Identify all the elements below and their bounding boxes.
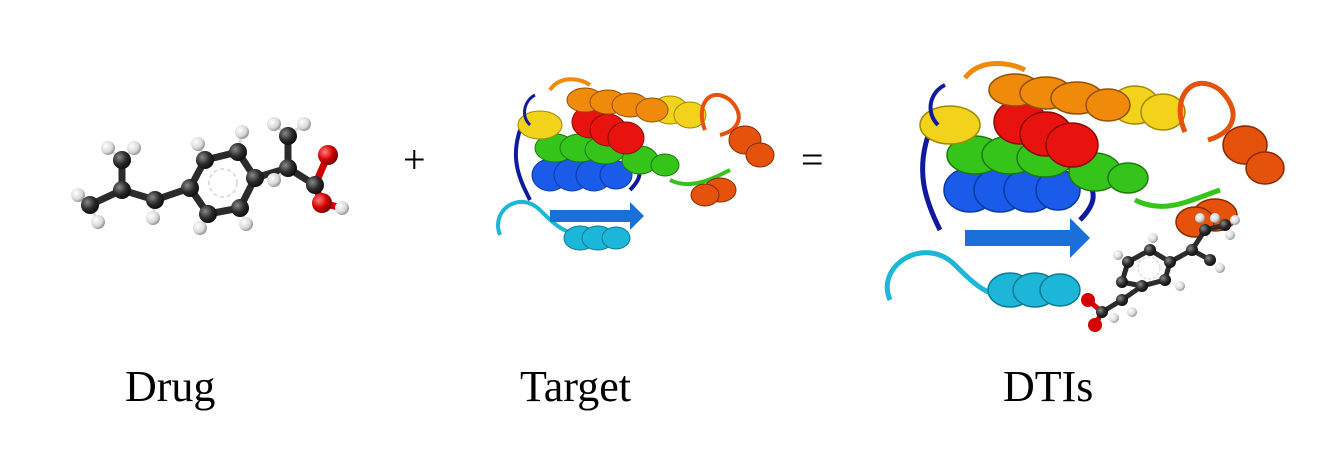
target-protein-illustration bbox=[496, 77, 775, 251]
dti-complex-illustration bbox=[885, 60, 1285, 332]
target-label: Target bbox=[520, 362, 631, 411]
drug-label: Drug bbox=[125, 362, 216, 411]
dtis-label: DTIs bbox=[1003, 362, 1094, 411]
drug-molecule-illustration bbox=[71, 117, 349, 235]
plus-operator: + bbox=[403, 137, 426, 182]
equals-operator: = bbox=[801, 137, 824, 182]
